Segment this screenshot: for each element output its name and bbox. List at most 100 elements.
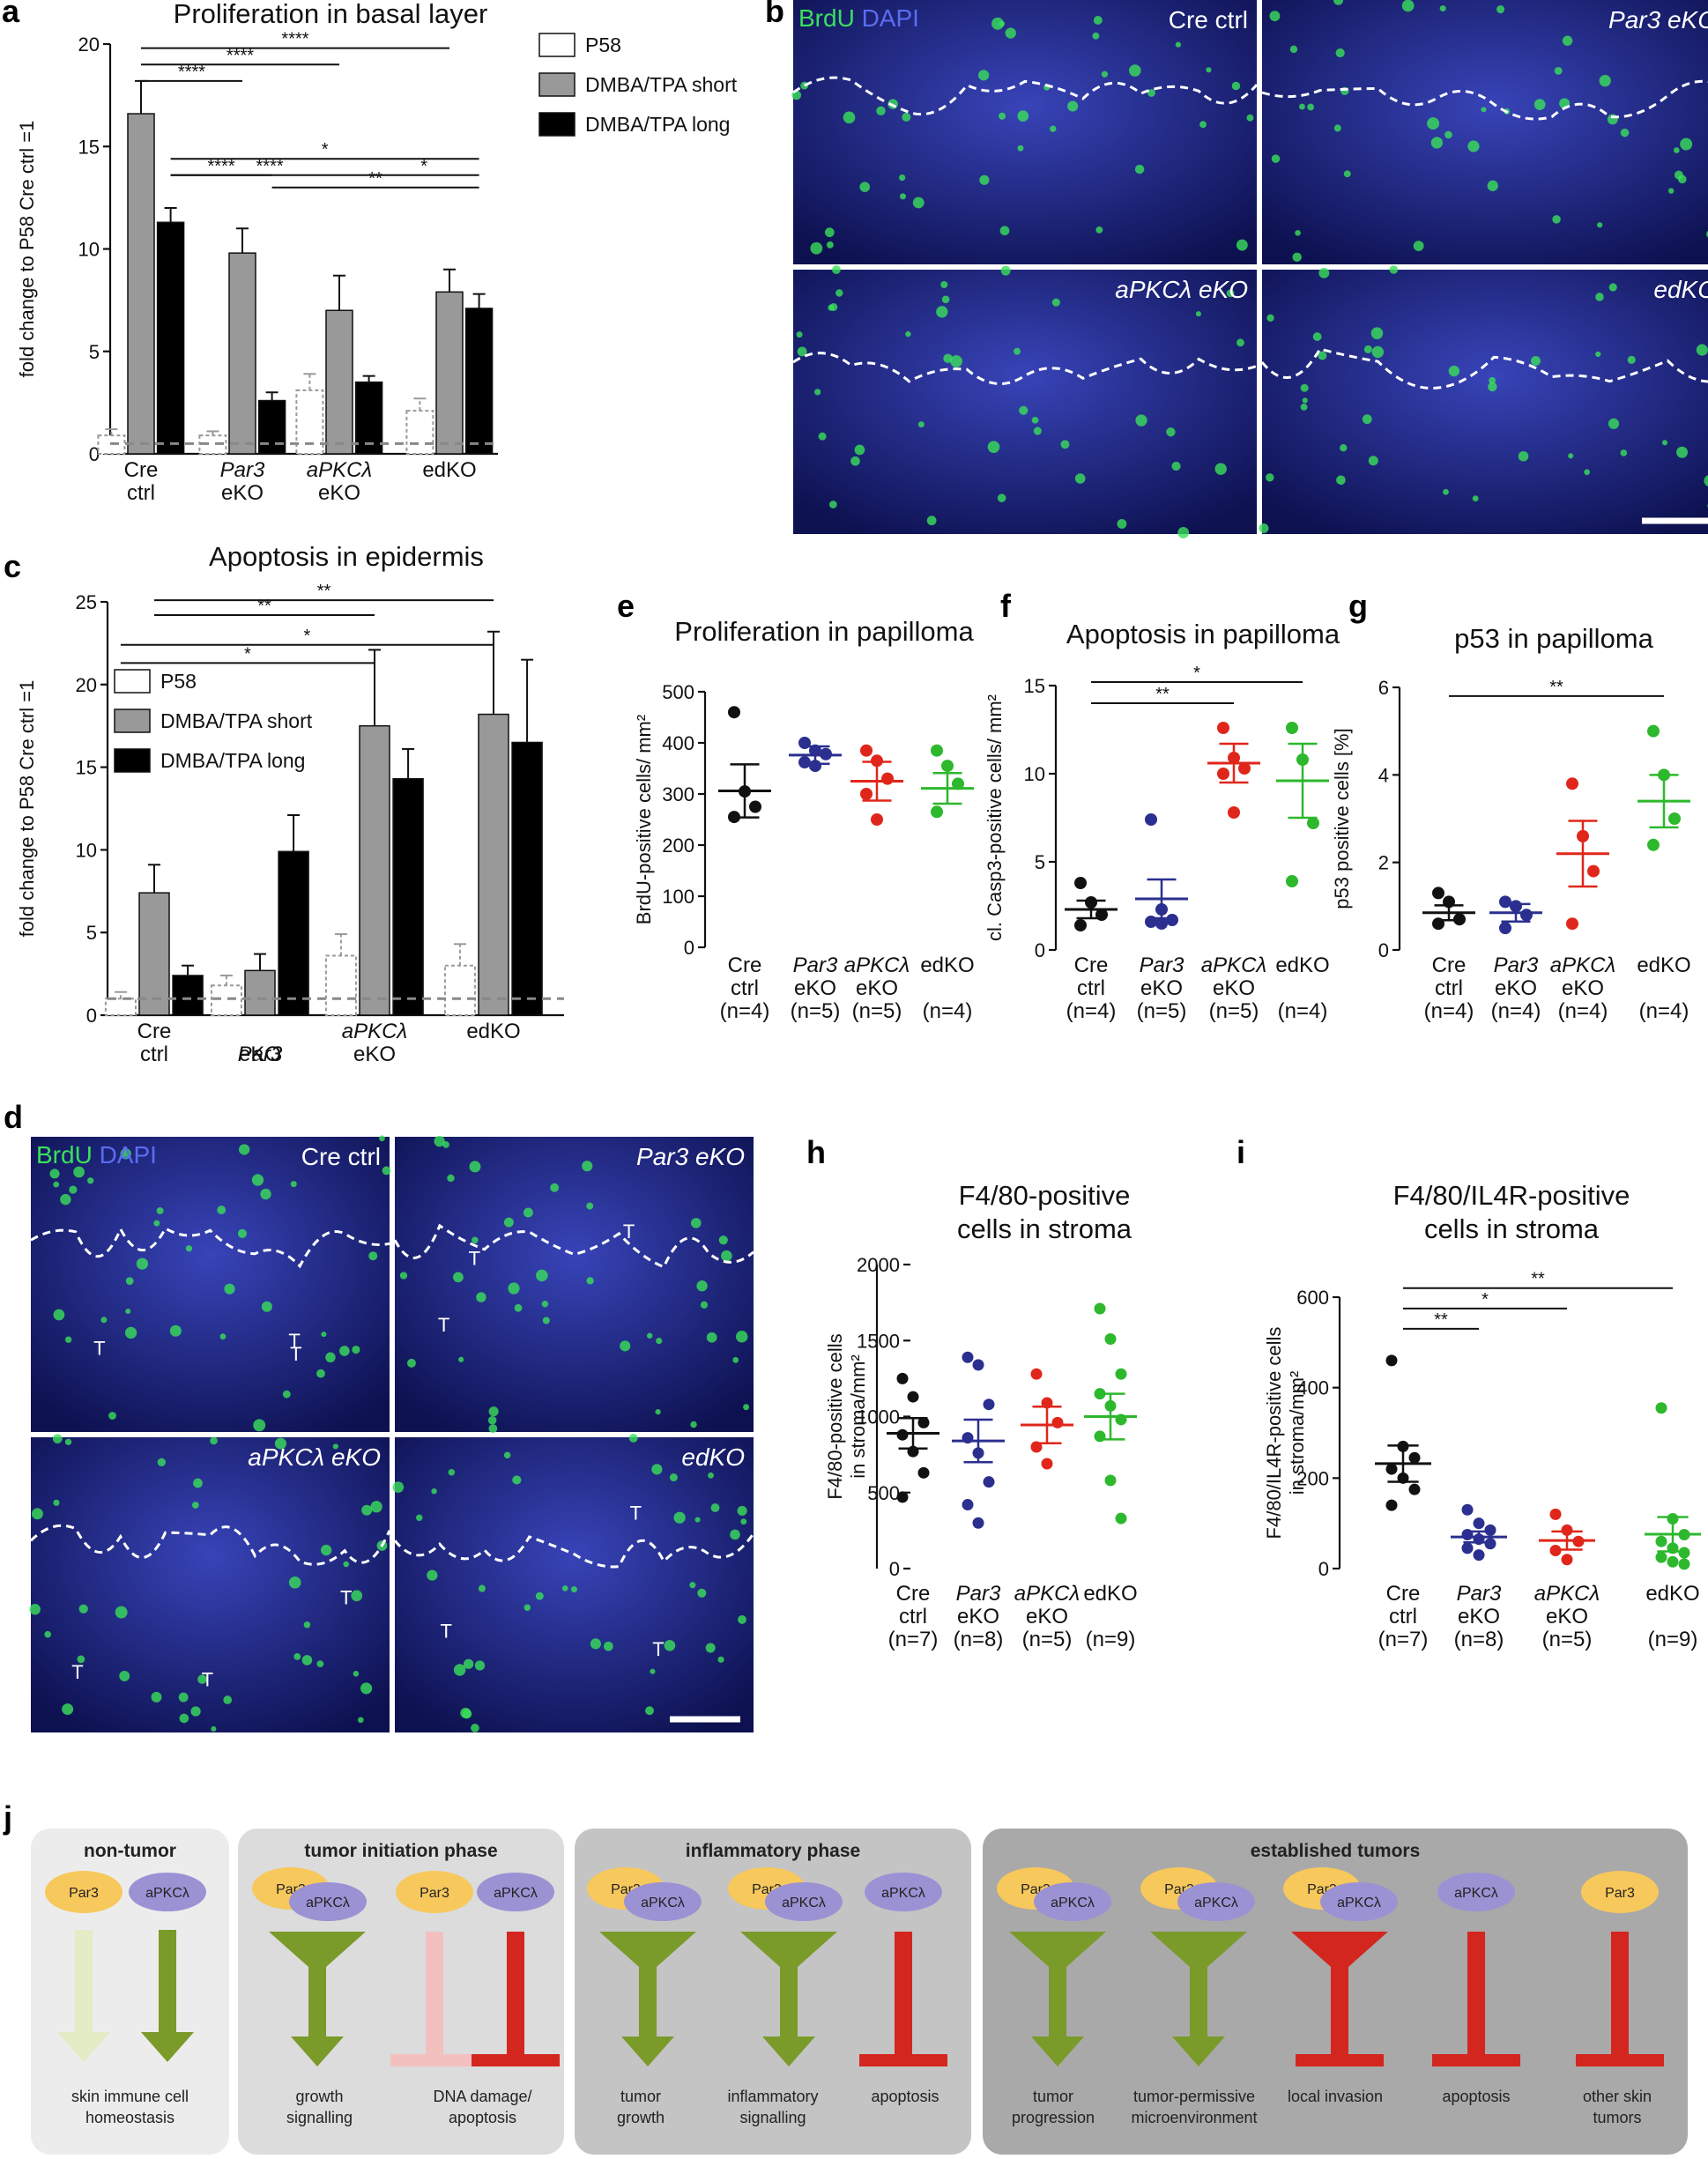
brdu-nucleus <box>332 1443 338 1450</box>
category-label: aPKCλ <box>1550 953 1616 977</box>
panel-label-j: j <box>3 1799 12 1836</box>
brdu-nucleus <box>732 1356 739 1363</box>
brdu-nucleus <box>488 1406 499 1417</box>
stain-dapi: DAPI <box>862 4 919 32</box>
brdu-nucleus <box>854 444 865 456</box>
arrow-head <box>291 2037 344 2066</box>
legend-swatch <box>538 33 576 57</box>
category-label: edKO <box>1637 953 1690 977</box>
tissue-background <box>793 270 1257 534</box>
category-label: (n=4) <box>720 999 770 1023</box>
brdu-nucleus <box>1214 463 1227 475</box>
brdu-nucleus <box>119 1671 130 1681</box>
brdu-nucleus <box>655 1408 661 1415</box>
category-label: (n=9) <box>1648 1628 1698 1651</box>
micrograph-tile: edKO T T T <box>392 1434 755 1732</box>
arrow-head <box>1172 2037 1225 2066</box>
basement-membrane-line <box>393 1532 755 1569</box>
arrow <box>740 1932 837 2066</box>
par3-label: Par3 <box>420 1886 449 1901</box>
brdu-nucleus <box>1427 117 1440 130</box>
category-label: edKO <box>466 1020 520 1043</box>
brdu-nucleus <box>1481 107 1487 113</box>
category-label: (n=9) <box>1086 1628 1136 1651</box>
category-label: edKO <box>1083 1582 1137 1606</box>
scatter-plot-f: Apoptosis in papilloma 0 5 10 15 cl. Casp3-po… <box>984 619 1340 1023</box>
data-point <box>860 788 873 800</box>
genotype-label: Cre ctrl <box>1169 6 1248 33</box>
brdu-nucleus <box>561 1585 568 1591</box>
par3-protein: Par3 <box>1581 1871 1659 1913</box>
y-tick-label: 1000 <box>857 1406 900 1428</box>
brdu-nucleus <box>1231 81 1241 91</box>
block-bar <box>1296 2054 1384 2066</box>
brdu-nucleus <box>1530 355 1541 367</box>
brdu-nucleus <box>1017 145 1024 152</box>
legend-label: P58 <box>585 33 621 56</box>
brdu-nucleus <box>316 1660 324 1668</box>
outcome-label: homeostasis <box>85 2109 175 2126</box>
legend-swatch <box>538 72 576 97</box>
brdu-nucleus <box>360 1682 373 1695</box>
category-label: Par3 <box>238 1042 283 1066</box>
brdu-nucleus <box>153 1220 160 1227</box>
apkc-label: aPKCλ <box>1454 1886 1498 1901</box>
data-point <box>1166 914 1178 926</box>
legend-swatch <box>114 748 151 773</box>
brdu-nucleus <box>211 1725 217 1732</box>
brdu-nucleus <box>288 1576 301 1589</box>
category-label: eKO <box>1458 1605 1500 1629</box>
brdu-nucleus <box>321 1544 332 1556</box>
block-shaft <box>1331 1967 1348 2056</box>
outcome-label: apoptosis <box>449 2109 516 2126</box>
brdu-nucleus <box>1489 376 1496 384</box>
brdu-nucleus <box>1667 188 1675 194</box>
apkc-protein: aPKCλ <box>624 1882 702 1921</box>
brdu-nucleus <box>832 265 841 274</box>
data-point <box>1678 1547 1690 1559</box>
arrow-shaft <box>639 1967 657 2040</box>
category-label: eKO <box>239 1042 281 1066</box>
brdu-nucleus <box>399 1272 408 1280</box>
brdu-nucleus <box>210 1436 218 1445</box>
y-axis-label: fold change to P58 Cre ctrl =1 <box>16 680 38 938</box>
data-point <box>1647 838 1660 851</box>
data-point <box>728 706 740 719</box>
category-label: eKO <box>794 976 836 1000</box>
tumor-marker: T <box>340 1586 352 1608</box>
brdu-nucleus <box>542 1317 550 1324</box>
category-label: aPKCλ <box>1534 1582 1600 1606</box>
brdu-nucleus <box>1226 289 1235 298</box>
apkc-protein: aPKCλ <box>865 1873 942 1911</box>
genotype-label: Par3 eKO <box>1608 6 1708 33</box>
category-label: ctrl <box>1435 976 1463 1000</box>
data-point <box>1217 722 1229 734</box>
significance-label: ** <box>317 582 331 601</box>
brdu-nucleus <box>690 1218 702 1228</box>
par3-protein: Par3 <box>396 1871 473 1913</box>
brdu-nucleus <box>1135 414 1147 427</box>
bar-DMBA/TPA long <box>464 308 494 455</box>
panel-label-e: e <box>617 588 635 624</box>
legend-label: DMBA/TPA long <box>585 113 730 136</box>
brdu-nucleus <box>261 1301 272 1312</box>
bar-P58 <box>405 410 434 455</box>
block-funnel <box>1291 1932 1388 1967</box>
brdu-nucleus <box>1562 35 1573 46</box>
micrograph-tile: Par3 eKO <box>1261 0 1708 264</box>
bar-DMBA/TPA long <box>172 975 204 1016</box>
brdu-nucleus <box>1019 405 1029 415</box>
data-point <box>1074 919 1087 931</box>
brdu-nucleus <box>31 1508 43 1520</box>
y-tick-label: 5 <box>89 341 100 363</box>
legend-label: P58 <box>160 670 197 693</box>
brdu-nucleus <box>353 1670 360 1677</box>
apkc-label: aPKCλ <box>306 1896 350 1910</box>
data-point <box>1667 1555 1679 1568</box>
category-label: ctrl <box>899 1605 927 1629</box>
apkc-shape <box>1437 1873 1515 1911</box>
data-point <box>941 760 954 773</box>
category-label: eKO <box>1026 1605 1068 1629</box>
category-label: (n=4) <box>1491 999 1541 1023</box>
block-bar <box>390 2054 479 2066</box>
